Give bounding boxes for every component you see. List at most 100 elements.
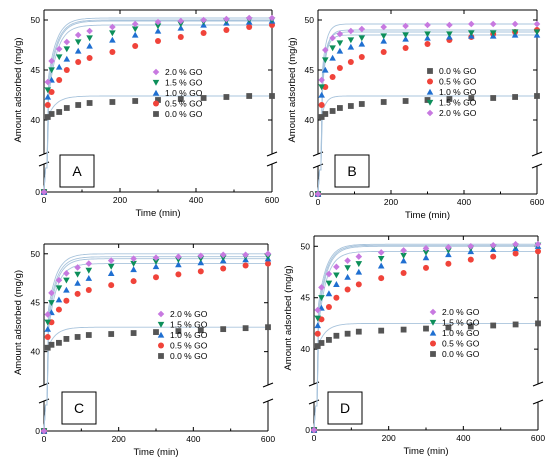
data-point [223, 15, 230, 23]
y-axis-title: Amount adsorbed (mg/g) [13, 37, 24, 142]
data-point [197, 268, 204, 275]
data-point [44, 319, 52, 326]
y-tick-label: 45 [31, 298, 41, 308]
data-point [74, 264, 81, 271]
legend: 2.0 % GO1.5 % GO1.0 % GO0.5 % GO0.0 % GO [157, 309, 208, 361]
data-point [86, 55, 93, 61]
data-point [336, 40, 344, 47]
data-point [358, 40, 366, 47]
data-point [44, 333, 51, 340]
data-point [55, 306, 62, 313]
legend-marker [158, 342, 164, 349]
x-tick-label: 600 [530, 197, 544, 207]
data-point [48, 57, 55, 65]
x-tick-label: 0 [42, 434, 47, 444]
break-slash [266, 161, 278, 167]
data-point [44, 114, 51, 120]
chart-panel-d: 0 200 400 600 0 40 45 50 Time (min) Amount adsorb… [283, 235, 545, 457]
fit-curve [317, 29, 537, 195]
data-point [107, 263, 115, 270]
data-point [445, 247, 452, 254]
legend-label: 0.0 % GO [439, 66, 477, 76]
data-point [446, 21, 453, 29]
data-point [63, 297, 70, 304]
y-tick-label: 40 [31, 347, 41, 357]
legend: 2.0 % GO1.5 % GO1.0 % GO0.5 % GO0.0 % GO [152, 67, 203, 119]
data-point [131, 26, 139, 33]
legend-marker [429, 329, 437, 336]
chart-panel-c: 0 200 400 600 0 40 45 50 Time (min) Amount adsorb… [13, 243, 275, 458]
data-point [63, 277, 70, 284]
legend-marker [426, 99, 434, 106]
data-point [44, 78, 52, 86]
data-point [422, 249, 430, 256]
data-point [347, 103, 354, 109]
data-point [445, 251, 452, 258]
data-point [535, 320, 541, 327]
data-point [512, 250, 519, 257]
data-point [75, 102, 82, 108]
data-point [107, 270, 115, 276]
data-point [533, 29, 541, 36]
data-point [197, 259, 205, 266]
y-tick-label: 40 [305, 115, 315, 125]
data-point [490, 95, 497, 101]
data-point [74, 271, 81, 278]
fit-curve [43, 253, 268, 432]
legend-label: 2.0 % GO [170, 309, 208, 319]
data-point [63, 55, 71, 62]
data-point [402, 22, 409, 30]
data-point [130, 278, 137, 285]
data-point [377, 255, 385, 262]
data-point [48, 89, 55, 95]
y-axis-title: Amount adsorbed (mg/g) [13, 270, 24, 375]
data-point [220, 265, 227, 272]
data-point [511, 20, 519, 28]
legend-label: 2.0 % GO [442, 307, 480, 317]
break-slash [266, 151, 278, 157]
data-point [467, 323, 474, 330]
data-point [325, 290, 333, 297]
x-axis-title: Time (min) [403, 446, 448, 457]
legend-marker [152, 89, 160, 96]
data-point [55, 296, 63, 303]
data-point [197, 252, 205, 260]
legend-label: 2.0 % GO [165, 67, 203, 77]
data-point [246, 93, 253, 99]
data-point [265, 324, 271, 331]
data-point [63, 336, 70, 342]
data-point [154, 23, 162, 30]
data-point [175, 328, 182, 334]
series-2-0---go [40, 250, 272, 435]
data-point [445, 244, 452, 251]
data-point [85, 274, 93, 281]
data-point [63, 67, 70, 73]
data-point [153, 274, 159, 281]
data-point [74, 47, 82, 54]
fit-curve [43, 17, 272, 193]
legend-marker [430, 351, 436, 357]
x-tick-label: 400 [189, 195, 203, 205]
data-point [74, 334, 81, 340]
fit-curve [313, 243, 538, 431]
data-point [511, 29, 519, 36]
data-point [219, 251, 227, 259]
data-point [402, 45, 409, 51]
x-tick-label: 0 [42, 195, 47, 205]
data-point [44, 311, 52, 318]
fit-curve [43, 95, 272, 193]
data-point [314, 322, 322, 329]
data-point [155, 38, 161, 44]
data-point [48, 289, 55, 297]
data-point [55, 63, 63, 70]
data-point [336, 30, 344, 38]
x-tick-label: 200 [382, 433, 396, 443]
data-point [264, 250, 272, 258]
data-point [109, 99, 116, 105]
data-point [424, 31, 431, 38]
y-tick-label: 50 [31, 15, 41, 25]
y-tick-label: 40 [31, 115, 41, 125]
data-point [109, 23, 116, 31]
data-point [468, 20, 475, 28]
data-point [223, 27, 230, 33]
